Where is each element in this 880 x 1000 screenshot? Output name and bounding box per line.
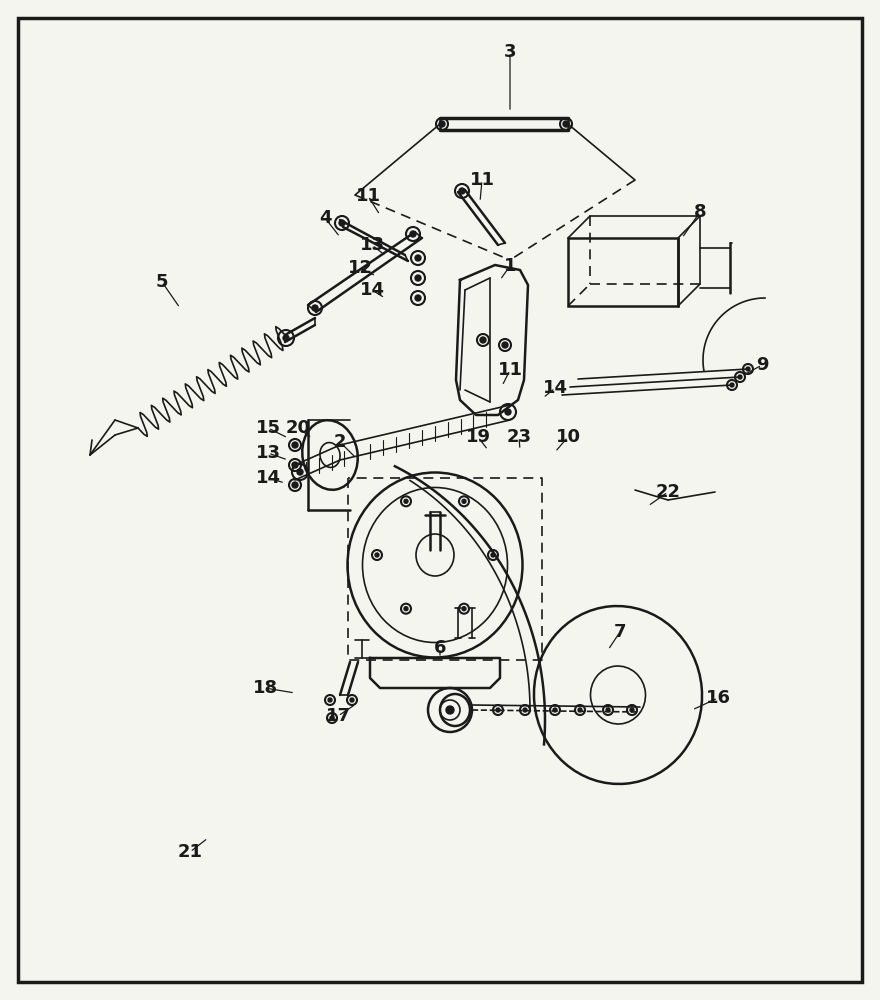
- Circle shape: [283, 335, 289, 341]
- Circle shape: [292, 442, 298, 448]
- Text: 10: 10: [555, 428, 581, 446]
- Text: 23: 23: [507, 428, 532, 446]
- Bar: [568, 238, 678, 306]
- Text: 19: 19: [466, 428, 490, 446]
- Circle shape: [462, 607, 466, 611]
- Circle shape: [297, 469, 303, 475]
- Circle shape: [410, 231, 416, 237]
- Circle shape: [480, 337, 486, 343]
- Circle shape: [563, 121, 569, 127]
- Circle shape: [553, 708, 557, 712]
- Circle shape: [459, 188, 465, 194]
- Text: 3: 3: [503, 43, 517, 61]
- Circle shape: [730, 383, 734, 387]
- Circle shape: [292, 462, 298, 468]
- Text: 4: 4: [319, 209, 331, 227]
- Circle shape: [746, 367, 750, 371]
- Circle shape: [462, 499, 466, 503]
- Circle shape: [415, 275, 421, 281]
- Circle shape: [446, 706, 454, 714]
- Circle shape: [330, 716, 334, 720]
- Circle shape: [523, 708, 527, 712]
- Text: 17: 17: [326, 707, 350, 725]
- Text: 9: 9: [756, 356, 768, 374]
- Circle shape: [292, 482, 298, 488]
- Circle shape: [738, 375, 742, 379]
- Circle shape: [415, 295, 421, 301]
- Text: 20: 20: [285, 419, 311, 437]
- Circle shape: [415, 255, 421, 261]
- Text: 2: 2: [334, 433, 346, 451]
- Circle shape: [578, 708, 582, 712]
- Text: 13: 13: [360, 236, 385, 254]
- Text: 1: 1: [503, 257, 517, 275]
- Circle shape: [496, 708, 500, 712]
- Text: 15: 15: [255, 419, 281, 437]
- Circle shape: [630, 708, 634, 712]
- Circle shape: [404, 607, 408, 611]
- Text: 11: 11: [497, 361, 523, 379]
- Text: 16: 16: [706, 689, 730, 707]
- Text: 12: 12: [348, 259, 372, 277]
- Text: 5: 5: [156, 273, 168, 291]
- Circle shape: [606, 708, 610, 712]
- Circle shape: [404, 499, 408, 503]
- Circle shape: [350, 698, 354, 702]
- Circle shape: [502, 342, 508, 348]
- Text: 13: 13: [255, 444, 281, 462]
- Circle shape: [339, 220, 345, 226]
- Text: 7: 7: [613, 623, 627, 641]
- Circle shape: [328, 698, 332, 702]
- Text: 22: 22: [656, 483, 680, 501]
- Text: 14: 14: [542, 379, 568, 397]
- Circle shape: [375, 553, 379, 557]
- Circle shape: [312, 305, 318, 311]
- Circle shape: [439, 121, 445, 127]
- Text: 11: 11: [470, 171, 495, 189]
- Text: 14: 14: [255, 469, 281, 487]
- Text: 14: 14: [360, 281, 385, 299]
- Text: 8: 8: [693, 203, 707, 221]
- Text: 18: 18: [253, 679, 277, 697]
- Text: 11: 11: [356, 187, 380, 205]
- Text: 6: 6: [434, 639, 446, 657]
- Text: 21: 21: [178, 843, 202, 861]
- Circle shape: [505, 409, 511, 415]
- Circle shape: [491, 553, 495, 557]
